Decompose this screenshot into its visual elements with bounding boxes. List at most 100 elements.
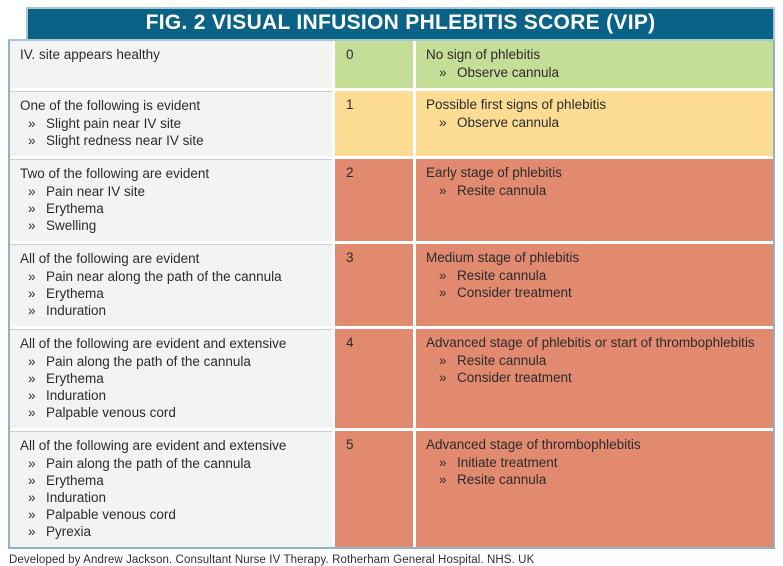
criteria-item-text: Pyrexia xyxy=(46,524,92,539)
criteria-item: » Pain along the path of the cannula xyxy=(20,353,322,370)
criteria-item-text: Induration xyxy=(46,388,107,403)
criteria-item-text: Palpable venous cord xyxy=(46,405,176,420)
criteria-item-text: Pain near IV site xyxy=(46,184,146,199)
criteria-item: » Erythema xyxy=(20,285,322,302)
assessment-action-text: Resite cannula xyxy=(457,268,547,283)
criteria-item: » Induration xyxy=(20,489,322,506)
criteria-item: » Induration xyxy=(20,302,322,319)
bullet-marker: » xyxy=(28,456,36,471)
assessment-cell-4: Advanced stage of phlebitis or start of … xyxy=(416,329,773,428)
bullet-marker: » xyxy=(28,201,36,216)
assessment-cell-3: Medium stage of phlebitis » Resite cannul… xyxy=(416,244,773,326)
assessment-cell-5: Advanced stage of thrombophlebitis » Init… xyxy=(416,431,773,547)
criteria-item: » Slight redness near IV site xyxy=(20,132,322,149)
score-cell-2: 2 xyxy=(335,159,413,241)
bullet-marker: » xyxy=(28,116,36,131)
criteria-cell-5: All of the following are evident and ext… xyxy=(10,431,332,547)
assessment-action-text: Initiate treatment xyxy=(457,455,558,470)
criteria-item: » Swelling xyxy=(20,217,322,234)
assessment-action: » Initiate treatment xyxy=(426,454,763,471)
criteria-item: » Pain along the path of the cannula xyxy=(20,455,322,472)
bullet-marker: » xyxy=(439,353,447,368)
criteria-heading: One of the following is evident xyxy=(20,98,201,113)
score-cell-4: 4 xyxy=(335,329,413,428)
criteria-cell-2: Two of the following are evident » Pain n… xyxy=(10,159,332,241)
bullet-marker: » xyxy=(28,133,36,148)
figure-title: FIG. 2 VISUAL INFUSION PHLEBITIS SCORE (… xyxy=(26,7,775,39)
bullet-marker: » xyxy=(28,286,36,301)
criteria-item-text: Swelling xyxy=(46,218,97,233)
criteria-item: » Pain near IV site xyxy=(20,183,322,200)
bullet-marker: » xyxy=(28,490,36,505)
bullet-marker: » xyxy=(28,371,36,386)
criteria-item-text: Slight pain near IV site xyxy=(46,116,182,131)
bullet-marker: » xyxy=(28,184,36,199)
bullet-marker: » xyxy=(439,183,447,198)
bullet-marker: » xyxy=(439,115,447,130)
assessment-action-text: Observe cannula xyxy=(457,115,560,130)
assessment-heading: Medium stage of phlebitis xyxy=(426,250,580,265)
criteria-item-text: Erythema xyxy=(46,371,104,386)
assessment-cell-1: Possible first signs of phlebitis » Obser… xyxy=(416,91,773,156)
criteria-item-text: Palpable venous cord xyxy=(46,507,176,522)
bullet-marker: » xyxy=(28,388,36,403)
bullet-marker: » xyxy=(439,268,447,283)
assessment-action: » Resite cannula xyxy=(426,182,763,199)
criteria-heading: IV. site appears healthy xyxy=(20,47,160,62)
bullet-marker: » xyxy=(439,455,447,470)
criteria-item-text: Erythema xyxy=(46,473,104,488)
assessment-action: » Observe cannula xyxy=(426,64,763,81)
criteria-item-text: Pain along the path of the cannula xyxy=(46,456,251,471)
figure-header: FIG. 2 VISUAL INFUSION PHLEBITIS SCORE (… xyxy=(8,7,775,39)
assessment-action: » Consider treatment xyxy=(426,369,763,386)
bullet-marker: » xyxy=(28,303,36,318)
criteria-item-text: Erythema xyxy=(46,286,104,301)
score-cell-1: 1 xyxy=(335,91,413,156)
criteria-item: » Erythema xyxy=(20,370,322,387)
assessment-heading: Advanced stage of phlebitis or start of … xyxy=(426,335,755,350)
bullet-marker: » xyxy=(28,405,36,420)
criteria-cell-3: All of the following are evident » Pain n… xyxy=(10,244,332,326)
bullet-marker: » xyxy=(439,472,447,487)
bullet-marker: » xyxy=(28,218,36,233)
criteria-heading: Two of the following are evident xyxy=(20,166,210,181)
assessment-heading: Advanced stage of thrombophlebitis xyxy=(426,437,641,452)
score-cell-0: 0 xyxy=(335,41,413,88)
bullet-marker: » xyxy=(28,354,36,369)
assessment-action: » Resite cannula xyxy=(426,267,763,284)
criteria-cell-4: All of the following are evident and ext… xyxy=(10,329,332,428)
assessment-cell-2: Early stage of phlebitis » Resite cannula xyxy=(416,159,773,241)
bullet-marker: » xyxy=(439,285,447,300)
vip-score-table: IV. site appears healthy 0 No sign of ph… xyxy=(8,39,775,549)
bullet-marker: » xyxy=(28,507,36,522)
assessment-heading: Early stage of phlebitis xyxy=(426,165,562,180)
criteria-item: » Erythema xyxy=(20,472,322,489)
criteria-heading: All of the following are evident and ext… xyxy=(20,336,287,351)
criteria-item: » Slight pain near IV site xyxy=(20,115,322,132)
bullet-marker: » xyxy=(439,65,447,80)
assessment-cell-0: No sign of phlebitis » Observe cannula xyxy=(416,41,773,88)
assessment-action-text: Observe cannula xyxy=(457,65,560,80)
assessment-action-text: Consider treatment xyxy=(457,370,572,385)
bullet-marker: » xyxy=(28,473,36,488)
assessment-action: » Consider treatment xyxy=(426,284,763,301)
criteria-item-text: Pain along the path of the cannula xyxy=(46,354,251,369)
attribution-footer: Developed by Andrew Jackson. Consultant … xyxy=(9,554,535,566)
bullet-marker: » xyxy=(28,524,36,539)
score-cell-3: 3 xyxy=(335,244,413,326)
criteria-cell-0: IV. site appears healthy xyxy=(10,41,332,88)
criteria-item-text: Erythema xyxy=(46,201,104,216)
criteria-item-text: Induration xyxy=(46,303,107,318)
criteria-item: » Palpable venous cord xyxy=(20,506,322,523)
assessment-action-text: Resite cannula xyxy=(457,353,547,368)
criteria-heading: All of the following are evident and ext… xyxy=(20,438,287,453)
assessment-action: » Resite cannula xyxy=(426,352,763,369)
assessment-action: » Resite cannula xyxy=(426,471,763,488)
assessment-action-text: Resite cannula xyxy=(457,183,547,198)
assessment-heading: Possible first signs of phlebitis xyxy=(426,97,607,112)
bullet-marker: » xyxy=(439,370,447,385)
criteria-item-text: Pain near along the path of the cannula xyxy=(46,269,282,284)
criteria-item: » Erythema xyxy=(20,200,322,217)
criteria-heading: All of the following are evident xyxy=(20,251,200,266)
criteria-item-text: Slight redness near IV site xyxy=(46,133,204,148)
